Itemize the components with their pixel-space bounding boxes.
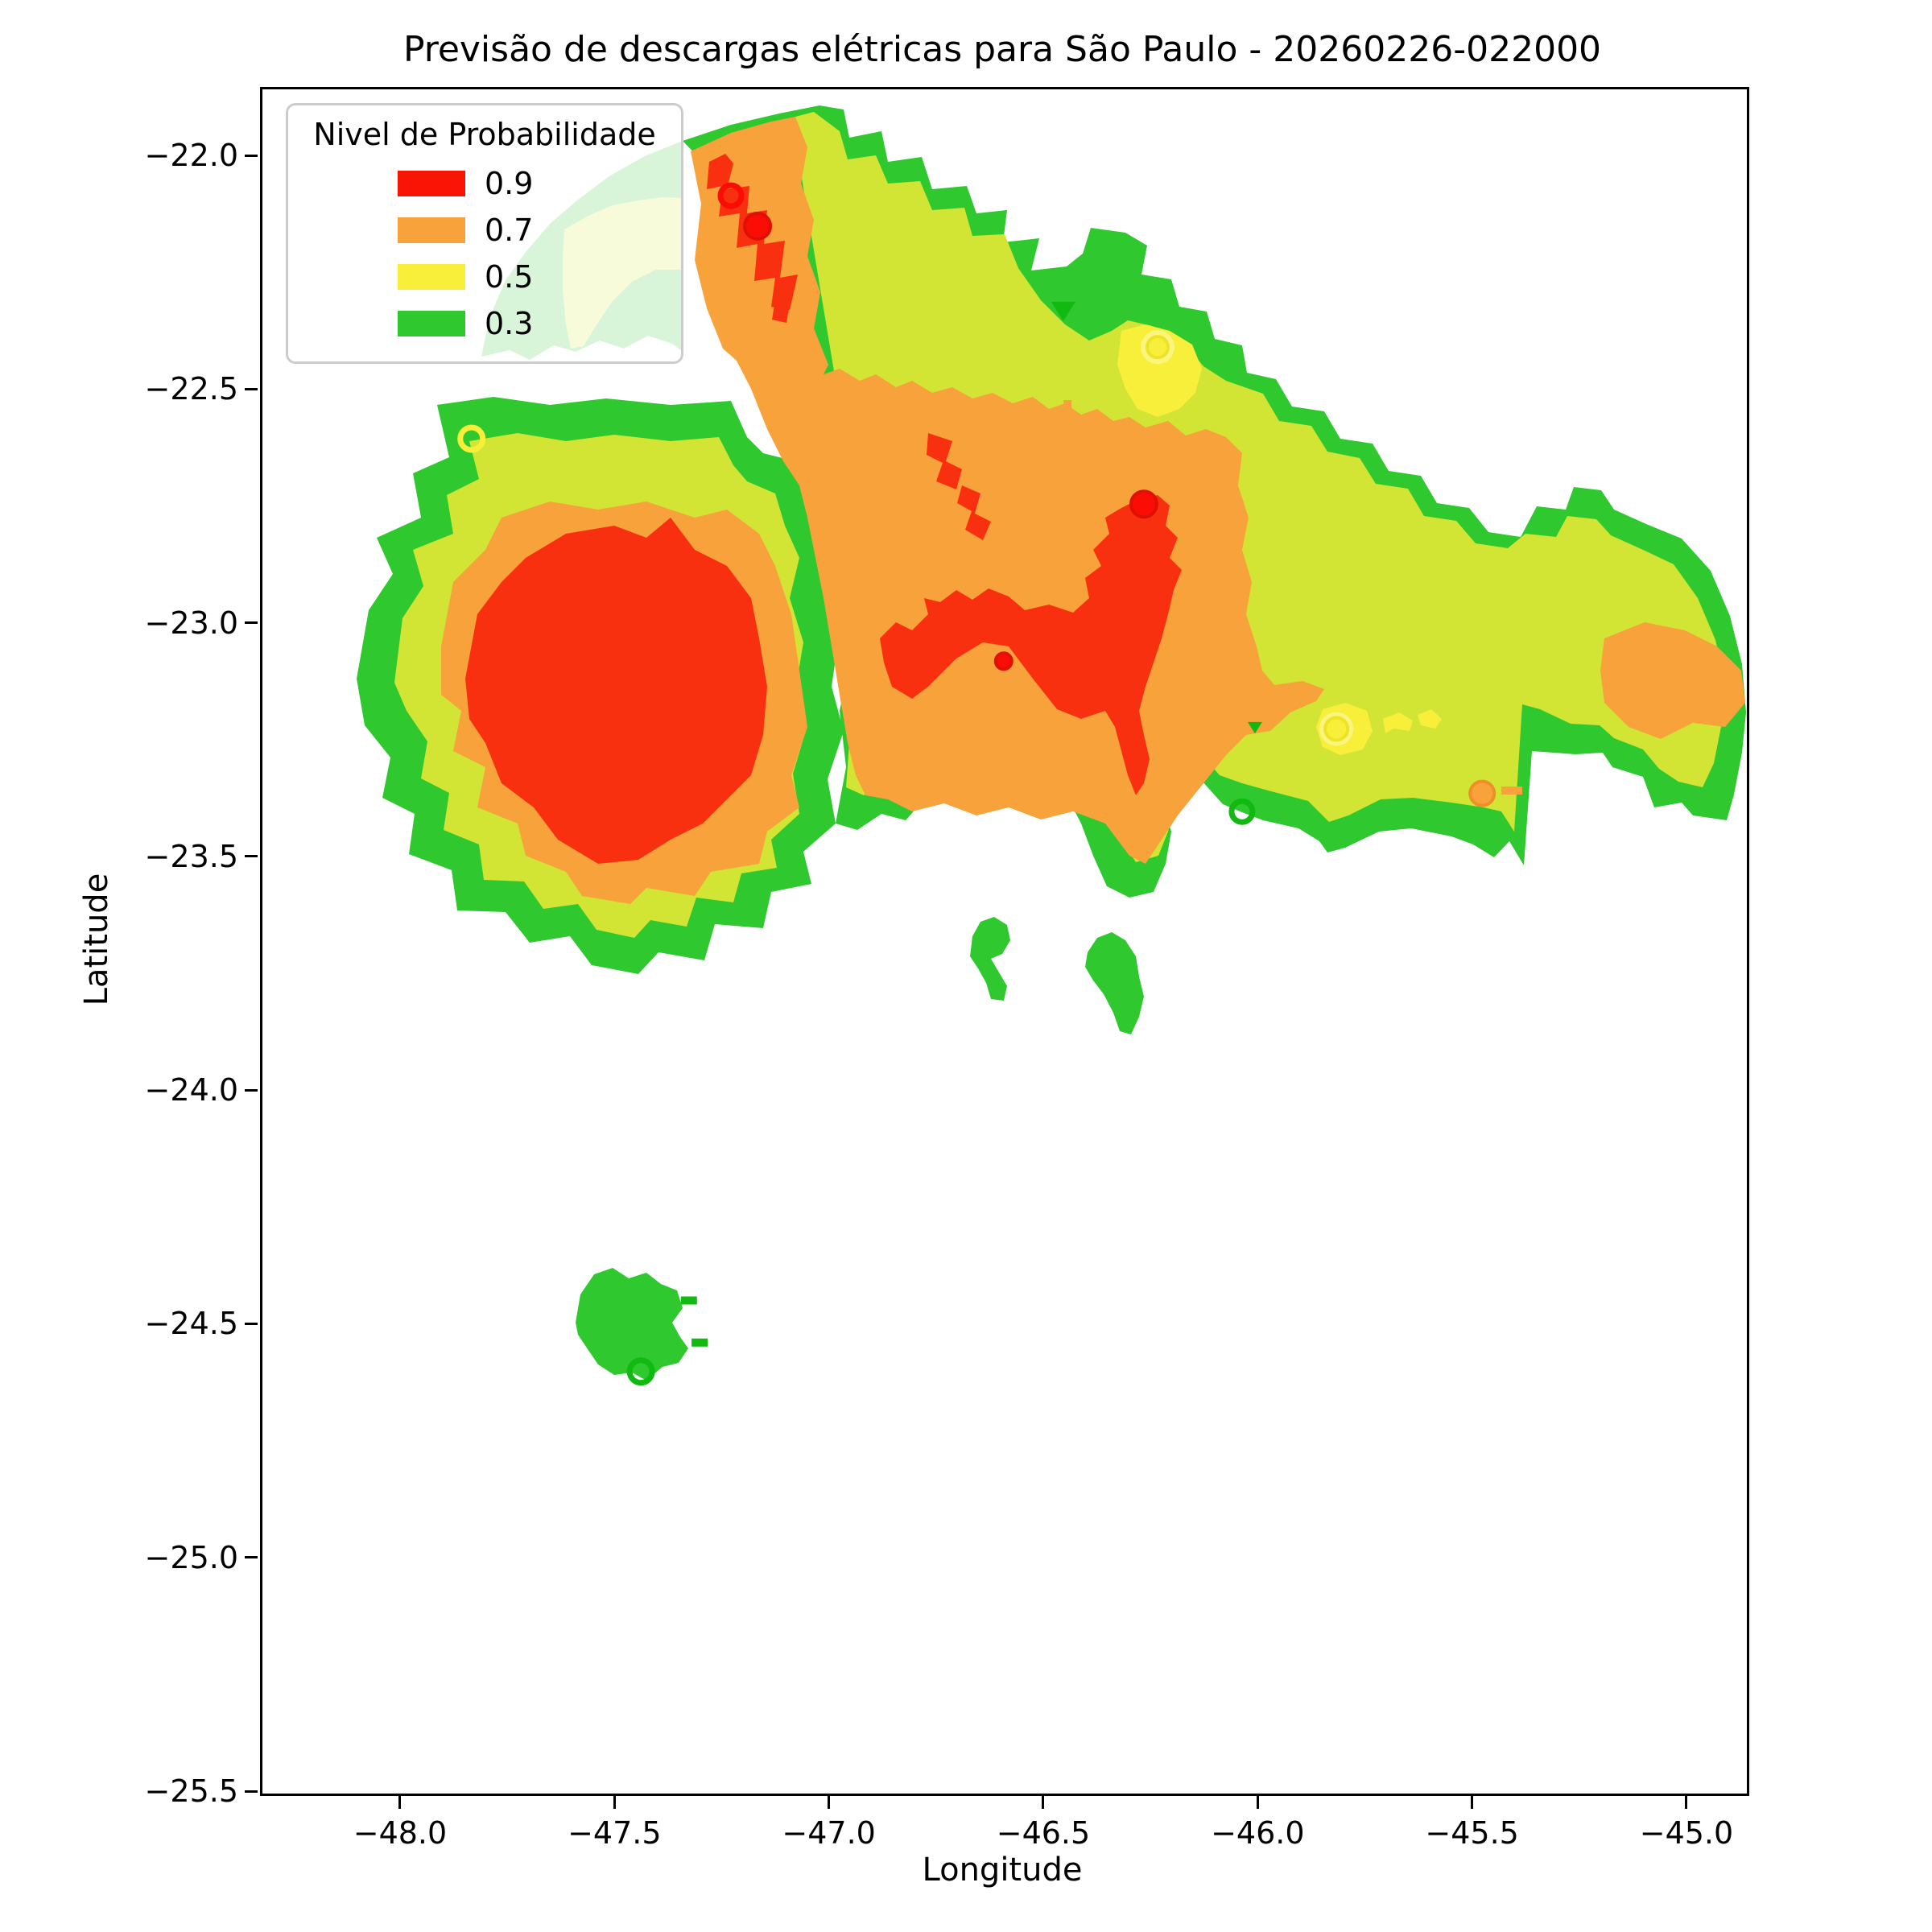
y-tick-label: −23.5 xyxy=(144,838,238,874)
strike-marker xyxy=(626,1357,655,1386)
y-tick-mark xyxy=(245,154,258,157)
legend-entry-0.7: 0.7 xyxy=(288,207,681,254)
legend-entry-label: 0.9 xyxy=(485,166,534,201)
legend-swatch xyxy=(398,311,465,336)
strike-marker xyxy=(1051,301,1075,321)
strike-marker xyxy=(1063,400,1072,415)
region-island-sliver-green xyxy=(1085,932,1144,1034)
x-tick-mark xyxy=(828,1796,831,1809)
region-south-island-green xyxy=(576,1268,688,1381)
x-tick-label: −47.0 xyxy=(782,1815,876,1851)
region-red-fragment-a xyxy=(927,433,962,489)
legend-items: 0.9 0.7 0.5 0.3 xyxy=(288,160,681,347)
strike-marker xyxy=(1146,335,1170,360)
strike-marker xyxy=(1129,489,1158,519)
plot-area: Nivel de Probabilidade 0.9 0.7 0.5 0.3 xyxy=(260,87,1749,1796)
y-tick-mark xyxy=(245,1322,258,1325)
region-central-orange xyxy=(691,117,1324,864)
strike-marker xyxy=(717,182,745,209)
x-tick-label: −46.5 xyxy=(996,1815,1091,1851)
x-tick-label: −47.5 xyxy=(568,1815,662,1851)
region-east-orange-patch xyxy=(1600,622,1745,739)
legend-swatch xyxy=(398,217,465,243)
strike-marker xyxy=(1247,721,1262,734)
region-yellow-zigzag-b xyxy=(1418,709,1442,729)
x-tick-label: −45.5 xyxy=(1425,1815,1519,1851)
region-west-lobe-red-core xyxy=(465,518,767,864)
legend-entry-label: 0.7 xyxy=(485,213,534,248)
y-tick-mark xyxy=(245,1088,258,1092)
y-tick-label: −24.5 xyxy=(144,1306,238,1342)
y-tick-mark xyxy=(245,621,258,625)
contour-map xyxy=(357,105,1746,1386)
y-tick-mark xyxy=(245,1790,258,1793)
legend-swatch xyxy=(398,264,465,290)
legend-entry-0.9: 0.9 xyxy=(288,160,681,207)
y-tick-label: −22.0 xyxy=(144,138,238,174)
y-tick-mark xyxy=(245,387,258,390)
x-tick-label: −45.0 xyxy=(1639,1815,1734,1851)
strike-marker xyxy=(457,424,486,453)
x-tick-label: −48.0 xyxy=(353,1815,448,1851)
region-north-red-tail xyxy=(772,291,791,323)
y-tick-mark xyxy=(245,1556,258,1559)
region-red-fragment-b xyxy=(957,485,991,540)
y-tick-label: −24.0 xyxy=(144,1072,238,1108)
y-tick-label: −25.5 xyxy=(144,1773,238,1809)
legend-entry-0.3: 0.3 xyxy=(288,300,681,347)
legend-entry-0.5: 0.5 xyxy=(288,254,681,300)
strike-marker xyxy=(743,211,773,241)
strike-marker xyxy=(1323,716,1350,742)
x-tick-mark xyxy=(613,1796,616,1809)
legend-entry-label: 0.5 xyxy=(485,259,534,295)
region-central-red-mass xyxy=(880,495,1182,795)
x-tick-mark xyxy=(1256,1796,1259,1809)
x-tick-mark xyxy=(1471,1796,1474,1809)
x-axis-label: Longitude xyxy=(922,1852,1083,1889)
legend: Nivel de Probabilidade 0.9 0.7 0.5 0.3 xyxy=(286,103,683,364)
legend-entry-label: 0.3 xyxy=(485,306,534,341)
region-island-balloon-green xyxy=(970,917,1010,1001)
strike-marker xyxy=(1468,779,1496,807)
strike-marker xyxy=(680,1296,697,1305)
chart-title: Previsão de descargas elétricas para São… xyxy=(402,29,1602,70)
region-yellow-patch-ne xyxy=(1117,324,1202,417)
strike-marker xyxy=(993,651,1013,671)
legend-swatch xyxy=(398,171,465,196)
x-tick-mark xyxy=(398,1796,402,1809)
region-yellow-zigzag-a xyxy=(1383,712,1413,733)
x-tick-mark xyxy=(1685,1796,1688,1809)
y-tick-label: −23.0 xyxy=(144,605,238,641)
x-tick-label: −46.0 xyxy=(1211,1815,1305,1851)
y-tick-mark xyxy=(245,855,258,858)
strike-marker xyxy=(691,1338,708,1347)
x-tick-mark xyxy=(1042,1796,1045,1809)
y-axis-label: Latitude xyxy=(78,873,115,1006)
y-tick-label: −22.5 xyxy=(144,371,238,407)
strike-marker xyxy=(1228,798,1256,825)
legend-title: Nivel de Probabilidade xyxy=(313,117,656,152)
strike-marker xyxy=(1501,786,1522,795)
y-tick-label: −25.0 xyxy=(144,1539,238,1575)
